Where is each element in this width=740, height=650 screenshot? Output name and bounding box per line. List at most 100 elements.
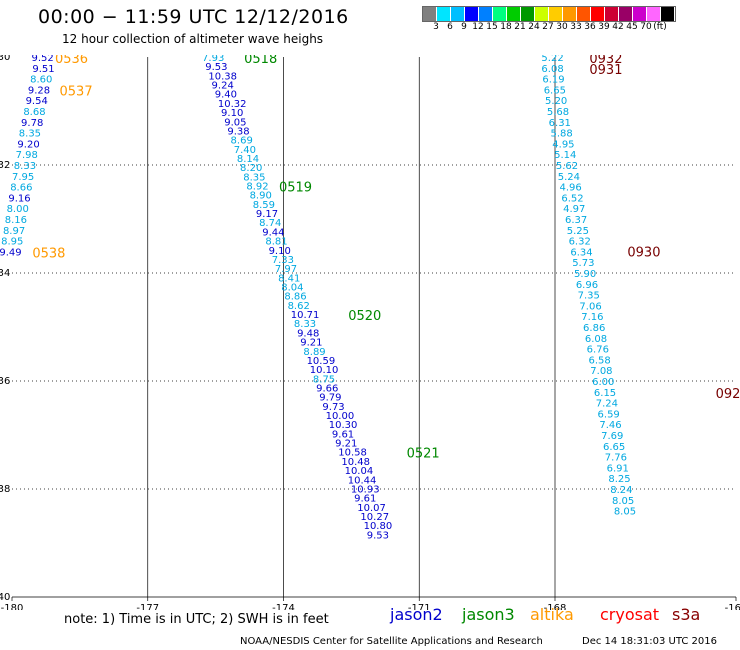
swh-value: 6.65 <box>544 85 566 96</box>
color-scale-label: 15 <box>486 22 498 32</box>
swh-value: 10.10 <box>310 365 339 376</box>
pass-time-label: 0929 <box>716 387 740 402</box>
swh-value: 7.33 <box>272 255 294 266</box>
color-swatch <box>605 7 619 21</box>
swh-value: 5.90 <box>574 269 596 280</box>
swh-value: 9.66 <box>316 383 338 394</box>
map-subtitle: 12 hour collection of altimeter wave hei… <box>62 32 324 46</box>
swh-value: 6.00 <box>592 377 614 388</box>
color-scale-label: 21 <box>514 22 526 32</box>
swh-value: 7.16 <box>581 312 603 323</box>
swh-value: 9.79 <box>319 393 341 404</box>
swh-value: 8.68 <box>23 107 45 118</box>
color-swatch <box>577 7 591 21</box>
swh-value: 7.97 <box>275 264 297 275</box>
color-swatch <box>563 7 577 21</box>
color-scale-label: 42 <box>612 22 624 32</box>
pass-time-label: 0930 <box>627 245 660 260</box>
swh-value: 10.32 <box>218 99 247 110</box>
swh-value: 6.58 <box>588 355 610 366</box>
swh-value: 5.73 <box>572 258 594 269</box>
swh-value: 9.78 <box>21 118 43 129</box>
pass-time-label: 0932 <box>589 55 622 67</box>
swh-value: 8.04 <box>281 283 303 294</box>
swh-value: 8.97 <box>3 226 25 237</box>
swh-value: 10.04 <box>345 466 374 477</box>
swh-value: 8.24 <box>610 485 632 496</box>
lon-tick-label: -174 <box>272 603 295 610</box>
swh-value: 9.44 <box>262 227 284 238</box>
lat-tick-label: -30 <box>0 55 10 63</box>
swh-value: 8.59 <box>253 200 275 211</box>
color-swatch <box>521 7 535 21</box>
color-swatch <box>661 7 675 21</box>
lat-tick-label: -34 <box>0 268 10 279</box>
swh-value: 4.96 <box>560 183 582 194</box>
swh-value: 10.80 <box>364 521 393 532</box>
lon-tick-label: -164 <box>725 603 740 610</box>
color-swatch <box>535 7 549 21</box>
swh-value: 8.05 <box>614 507 636 518</box>
swh-value: 10.93 <box>351 484 380 495</box>
swh-value: 10.44 <box>348 475 377 486</box>
legend-cryosat: cryosat <box>600 605 660 624</box>
swh-value: 10.71 <box>291 310 320 321</box>
lat-tick-label: -36 <box>0 376 10 387</box>
swh-value: 9.38 <box>227 126 249 137</box>
color-scale-label: 36 <box>584 22 596 32</box>
color-scale-label: 27 <box>542 22 554 32</box>
swh-value: 8.62 <box>288 301 310 312</box>
swh-value: 7.08 <box>590 366 612 377</box>
swh-value: 8.89 <box>303 347 325 358</box>
lon-tick-label: -171 <box>408 603 431 610</box>
lon-tick-label: -180 <box>1 603 24 610</box>
swh-value: 6.76 <box>587 345 609 356</box>
swh-value: 8.69 <box>231 136 253 147</box>
swh-value: 9.53 <box>367 530 389 541</box>
pass-time-label: 0537 <box>60 84 93 99</box>
swh-value: 7.76 <box>605 453 627 464</box>
color-scale-label: 3 <box>433 22 439 32</box>
color-scale-label: 33 <box>570 22 582 32</box>
color-swatch <box>507 7 521 21</box>
swh-value: 9.61 <box>354 494 376 505</box>
color-scale-label: (ft) <box>653 22 667 32</box>
swh-value: 9.40 <box>215 90 237 101</box>
swh-value: 8.33 <box>14 161 36 172</box>
swh-value: 6.86 <box>583 323 605 334</box>
swh-value: 6.59 <box>598 409 620 420</box>
color-swatch <box>451 7 465 21</box>
swh-value: 10.27 <box>360 512 389 523</box>
map-axes: -180 -177 -174 -171 -168 -164 -30 -32 -34 -36 -38 -… <box>0 55 740 610</box>
color-scale-label: 39 <box>598 22 610 32</box>
pass-time-label: 0521 <box>407 446 440 461</box>
footer-timestamp: Dec 14 18:31:03 UTC 2016 <box>582 636 717 647</box>
swh-value: 8.66 <box>10 183 32 194</box>
swh-value: 6.65 <box>603 442 625 453</box>
lat-tick-label: -38 <box>0 484 10 495</box>
swh-value: 7.06 <box>579 301 601 312</box>
color-scale-label: 45 <box>626 22 638 32</box>
track-cryosat: 5.226.086.196.655.205.686.315.884.955.14… <box>541 55 636 518</box>
swh-value: 9.49 <box>0 247 22 258</box>
color-scale-label: 24 <box>528 22 540 32</box>
legend-jason2: jason2 <box>390 605 443 624</box>
swh-value: 6.91 <box>607 463 629 474</box>
swh-value: 9.10 <box>221 108 243 119</box>
color-swatch <box>479 7 493 21</box>
swh-value: 9.10 <box>269 246 291 257</box>
swh-value: 6.37 <box>565 215 587 226</box>
swh-value: 5.25 <box>567 226 589 237</box>
swh-value: 10.38 <box>208 71 237 82</box>
map-grid <box>12 57 736 597</box>
swh-value: 9.53 <box>205 62 227 73</box>
swh-value: 8.35 <box>243 172 265 183</box>
swh-value: 5.62 <box>556 161 578 172</box>
swh-value: 7.95 <box>12 172 34 183</box>
lon-tick-label: -168 <box>544 603 567 610</box>
pass-time-label: 0538 <box>32 246 65 261</box>
color-swatch <box>647 7 661 21</box>
legend-note: note: 1) Time is in UTC; 2) SWH is in fe… <box>64 612 329 627</box>
lon-tick-label: -177 <box>136 603 159 610</box>
